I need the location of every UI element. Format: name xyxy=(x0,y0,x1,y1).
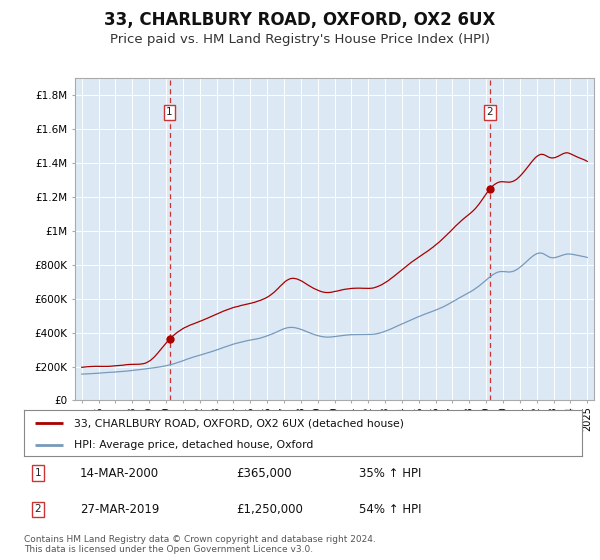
Text: 35% ↑ HPI: 35% ↑ HPI xyxy=(359,467,421,480)
Text: 1: 1 xyxy=(166,107,173,117)
Text: HPI: Average price, detached house, Oxford: HPI: Average price, detached house, Oxfo… xyxy=(74,440,314,450)
Text: 2: 2 xyxy=(487,107,493,117)
Text: £365,000: £365,000 xyxy=(236,467,292,480)
Text: Price paid vs. HM Land Registry's House Price Index (HPI): Price paid vs. HM Land Registry's House … xyxy=(110,32,490,46)
Text: 54% ↑ HPI: 54% ↑ HPI xyxy=(359,503,421,516)
Text: 14-MAR-2000: 14-MAR-2000 xyxy=(80,467,159,480)
Text: £1,250,000: £1,250,000 xyxy=(236,503,303,516)
Text: 33, CHARLBURY ROAD, OXFORD, OX2 6UX: 33, CHARLBURY ROAD, OXFORD, OX2 6UX xyxy=(104,11,496,29)
Text: 1: 1 xyxy=(35,468,41,478)
Text: 2: 2 xyxy=(35,505,41,515)
Text: 27-MAR-2019: 27-MAR-2019 xyxy=(80,503,159,516)
Text: Contains HM Land Registry data © Crown copyright and database right 2024.
This d: Contains HM Land Registry data © Crown c… xyxy=(24,535,376,554)
Text: 33, CHARLBURY ROAD, OXFORD, OX2 6UX (detached house): 33, CHARLBURY ROAD, OXFORD, OX2 6UX (det… xyxy=(74,418,404,428)
